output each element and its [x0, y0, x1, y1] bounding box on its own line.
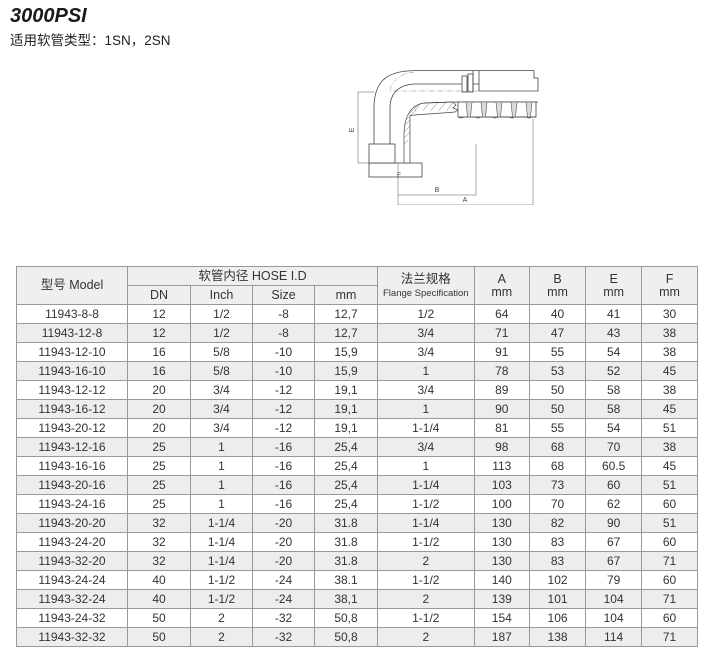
svg-text:F: F	[397, 172, 401, 179]
svg-text:B: B	[435, 187, 440, 194]
svg-text:E: E	[349, 127, 356, 132]
svg-text:A: A	[463, 197, 468, 204]
